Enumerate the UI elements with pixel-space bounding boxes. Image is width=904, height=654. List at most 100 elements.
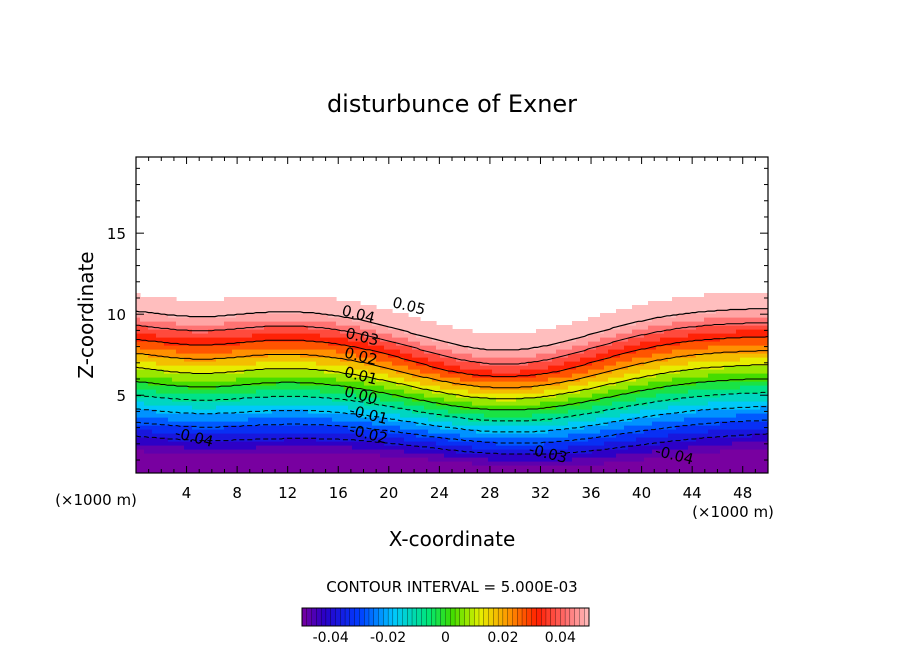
field-cell bbox=[348, 365, 353, 370]
field-cell bbox=[584, 405, 589, 410]
field-cell bbox=[476, 357, 481, 362]
field-cell bbox=[192, 397, 197, 402]
field-cell bbox=[508, 413, 513, 418]
field-cell bbox=[200, 445, 205, 450]
field-cell bbox=[520, 333, 525, 338]
field-cell bbox=[236, 309, 241, 314]
field-cell bbox=[152, 301, 157, 306]
field-cell bbox=[360, 313, 365, 318]
field-cell bbox=[456, 425, 461, 430]
field-cell bbox=[320, 369, 325, 374]
field-cell bbox=[484, 461, 489, 466]
field-cell bbox=[268, 465, 273, 470]
field-cell bbox=[288, 333, 293, 338]
field-cell bbox=[172, 361, 177, 366]
field-cell bbox=[544, 365, 549, 370]
field-cell bbox=[172, 333, 177, 338]
field-cell bbox=[336, 349, 341, 354]
field-cell bbox=[224, 329, 229, 334]
field-cell bbox=[372, 409, 377, 414]
field-cell bbox=[600, 437, 605, 442]
field-cell bbox=[336, 373, 341, 378]
field-cell bbox=[272, 325, 277, 330]
field-cell bbox=[480, 413, 485, 418]
field-cell bbox=[476, 465, 481, 470]
field-cell bbox=[372, 373, 377, 378]
field-cell bbox=[560, 437, 565, 442]
field-cell bbox=[200, 309, 205, 314]
field-cell bbox=[600, 457, 605, 462]
field-cell bbox=[356, 465, 361, 470]
field-cell bbox=[476, 425, 481, 430]
field-cell bbox=[352, 421, 357, 426]
field-cell bbox=[540, 393, 545, 398]
field-cell bbox=[204, 365, 209, 370]
field-cell bbox=[272, 469, 277, 473]
field-cell bbox=[328, 345, 333, 350]
field-cell bbox=[540, 377, 545, 382]
field-cell bbox=[336, 401, 341, 406]
field-cell bbox=[264, 333, 269, 338]
field-cell bbox=[192, 441, 197, 446]
field-cell bbox=[416, 445, 421, 450]
field-cell bbox=[224, 405, 229, 410]
field-cell bbox=[188, 361, 193, 366]
field-cell bbox=[184, 365, 189, 370]
field-cell bbox=[588, 469, 593, 473]
field-cell bbox=[572, 405, 577, 410]
field-cell bbox=[148, 413, 153, 418]
field-cell bbox=[380, 321, 385, 326]
field-cell bbox=[224, 445, 229, 450]
field-cell bbox=[284, 369, 289, 374]
field-cell bbox=[236, 381, 241, 386]
field-cell bbox=[184, 353, 189, 358]
field-cell bbox=[232, 385, 237, 390]
field-cell bbox=[276, 437, 281, 442]
field-cell bbox=[484, 425, 489, 430]
field-cell bbox=[584, 321, 589, 326]
field-cell bbox=[596, 449, 601, 454]
field-cell bbox=[244, 297, 249, 302]
field-cell bbox=[324, 453, 329, 458]
field-cell bbox=[516, 457, 521, 462]
field-cell bbox=[464, 461, 469, 466]
field-cell bbox=[416, 469, 421, 473]
field-cell bbox=[600, 445, 605, 450]
field-cell bbox=[216, 329, 221, 334]
field-cell bbox=[224, 369, 229, 374]
field-cell bbox=[188, 325, 193, 330]
field-cell bbox=[180, 417, 185, 422]
field-cell bbox=[176, 425, 181, 430]
field-cell bbox=[320, 297, 325, 302]
field-cell bbox=[296, 321, 301, 326]
field-cell bbox=[368, 413, 373, 418]
field-cell bbox=[584, 457, 589, 462]
field-cell bbox=[288, 377, 293, 382]
field-cell bbox=[276, 361, 281, 366]
field-cell bbox=[584, 337, 589, 342]
field-cell bbox=[268, 385, 273, 390]
field-cell bbox=[224, 413, 229, 418]
field-cell bbox=[560, 369, 565, 374]
field-cell bbox=[308, 437, 313, 442]
field-cell bbox=[520, 353, 525, 358]
field-cell bbox=[148, 453, 153, 458]
field-cell bbox=[576, 397, 581, 402]
field-cell bbox=[568, 433, 573, 438]
field-cell bbox=[456, 377, 461, 382]
field-cell bbox=[452, 421, 457, 426]
field-cell bbox=[256, 461, 261, 466]
field-cell bbox=[452, 393, 457, 398]
field-cell bbox=[240, 333, 245, 338]
field-cell bbox=[200, 353, 205, 358]
field-cell bbox=[312, 333, 317, 338]
field-cell bbox=[332, 301, 337, 306]
field-cell bbox=[304, 449, 309, 454]
field-cell bbox=[140, 397, 145, 402]
field-cell bbox=[484, 337, 489, 342]
field-cell bbox=[232, 325, 237, 330]
field-cell bbox=[200, 321, 205, 326]
field-cell bbox=[220, 361, 225, 366]
field-cell bbox=[592, 341, 597, 346]
field-cell bbox=[420, 349, 425, 354]
